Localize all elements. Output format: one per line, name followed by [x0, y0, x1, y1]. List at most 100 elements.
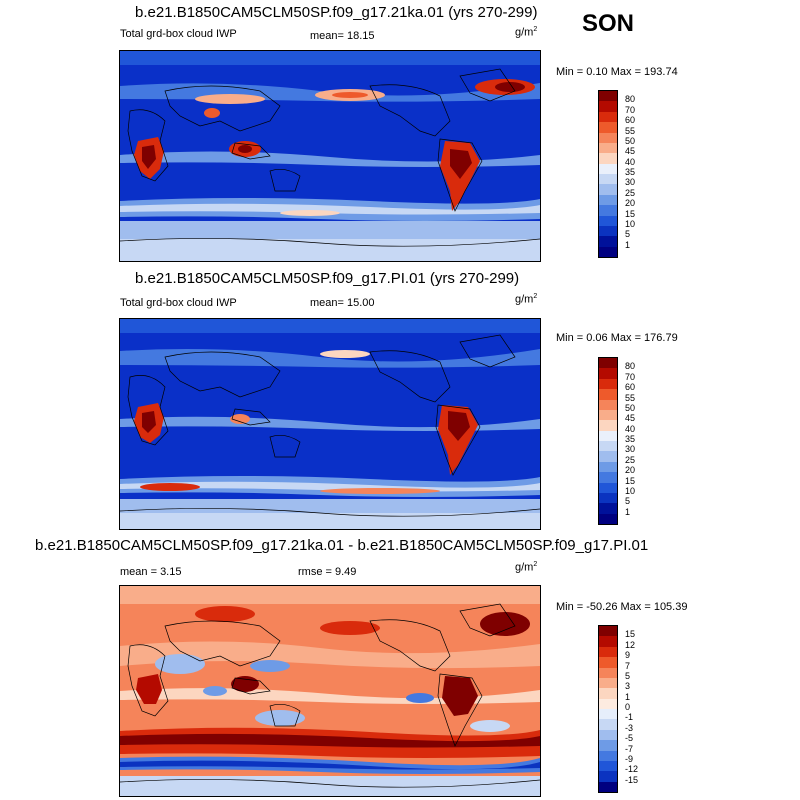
- colorbar-swatch: [599, 709, 617, 720]
- colorbar-tick-label: 40: [625, 423, 636, 434]
- colorbar-swatch: [599, 378, 617, 390]
- colorbar-tick-label: -7: [625, 743, 634, 754]
- panel3-rmse-label: rmse =: [298, 566, 332, 578]
- colorbar-swatch: [599, 132, 617, 143]
- colorbar-tick-label: 80: [625, 361, 636, 372]
- colorbar-tick-label: 1: [625, 506, 631, 517]
- colorbar-tick-label: 30: [625, 177, 636, 188]
- panel1-subtitle: Total grd-box cloud IWP: [120, 28, 237, 40]
- colorbar-tick-label: 20: [625, 198, 636, 209]
- colorbar-swatch: [599, 246, 617, 257]
- panel2-map: [119, 318, 541, 530]
- colorbar-swatch: [599, 667, 617, 678]
- colorbar-swatch: [599, 236, 617, 247]
- colorbar-tick-label: 25: [625, 187, 636, 198]
- panel3-colorbar: [598, 625, 618, 793]
- colorbar-tick-label: -15: [625, 774, 639, 785]
- colorbar-swatch: [599, 101, 617, 112]
- colorbar-tick-label: 70: [625, 104, 636, 115]
- colorbar-swatch: [599, 420, 617, 431]
- colorbar-tick-label: -9: [625, 753, 634, 764]
- panel2-mean: mean= 15.00: [310, 297, 375, 309]
- colorbar-swatch: [599, 646, 617, 658]
- panel3-rmse: rmse = 9.49: [298, 566, 356, 578]
- colorbar-swatch: [599, 399, 617, 410]
- panel2-map-svg: [120, 319, 540, 529]
- colorbar-tick-label: 1: [625, 691, 631, 702]
- panel1-minmax: Min = 0.10 Max = 193.74: [556, 66, 678, 78]
- panel2-colorbar: [598, 357, 618, 525]
- colorbar-tick-label: 45: [625, 413, 636, 424]
- colorbar-swatch: [599, 729, 617, 741]
- colorbar-tick-label: 12: [625, 639, 636, 650]
- panel3-mean-value: 3.15: [160, 566, 182, 578]
- panel2-title: b.e21.B1850CAM5CLM50SP.f09_g17.PI.01 (yr…: [135, 270, 520, 287]
- panel1-map-svg: [120, 51, 540, 261]
- colorbar-swatch: [599, 698, 617, 709]
- colorbar-tick-label: 5: [625, 229, 631, 240]
- colorbar-swatch: [599, 194, 617, 206]
- colorbar-tick-label: 35: [625, 434, 636, 444]
- colorbar-tick-label: 9: [625, 650, 631, 661]
- colorbar-swatch: [599, 636, 617, 647]
- colorbar-swatch: [599, 368, 617, 379]
- panel3-rmse-value: 9.49: [335, 566, 357, 578]
- colorbar-tick-label: 60: [625, 382, 636, 393]
- colorbar-tick-label: 10: [625, 218, 636, 229]
- colorbar-tick-label: 70: [625, 371, 636, 382]
- colorbar-tick-label: 55: [625, 392, 636, 403]
- colorbar-tick-label: 0: [625, 702, 631, 712]
- colorbar-tick-label: 60: [625, 115, 636, 126]
- panel1-title: b.e21.B1850CAM5CLM50SP.f09_g17.21ka.01 (…: [135, 4, 538, 21]
- colorbar-swatch: [599, 111, 617, 123]
- colorbar-swatch: [599, 750, 617, 761]
- colorbar-swatch: [599, 771, 617, 782]
- colorbar-tick-label: 45: [625, 146, 636, 157]
- colorbar-tick-label: 5: [625, 670, 631, 681]
- panel3-map-svg: [120, 586, 540, 796]
- colorbar-tick-label: -5: [625, 733, 634, 744]
- colorbar-swatch: [599, 688, 617, 699]
- colorbar-tick-label: 25: [625, 454, 636, 465]
- colorbar-tick-label: 15: [625, 629, 636, 640]
- colorbar-swatch: [599, 513, 617, 524]
- panel3-units: g/m2: [515, 561, 538, 574]
- colorbar-swatch: [599, 358, 617, 369]
- colorbar-tick-label: 50: [625, 135, 636, 146]
- panel2-units: g/m2: [515, 293, 538, 306]
- colorbar-swatch: [599, 503, 617, 514]
- colorbar-swatch: [599, 461, 617, 473]
- colorbar-swatch: [599, 91, 617, 102]
- season-label: SON: [582, 10, 635, 37]
- colorbar-tick-label: 15: [625, 475, 636, 486]
- panel1-mean-label: mean=: [310, 30, 344, 42]
- colorbar-swatch: [599, 740, 617, 751]
- colorbar-swatch: [599, 184, 617, 195]
- colorbar-tick-label: 55: [625, 125, 636, 136]
- panel1-mean: mean= 18.15: [310, 30, 375, 42]
- panel3-minmax: Min = -50.26 Max = 105.39: [556, 601, 688, 613]
- colorbar-swatch: [599, 205, 617, 216]
- colorbar-tick-label: 20: [625, 465, 636, 476]
- colorbar-tick-label: 10: [625, 485, 636, 496]
- colorbar-tick-label: 5: [625, 496, 631, 507]
- colorbar-swatch: [599, 163, 617, 174]
- colorbar-swatch: [599, 409, 617, 421]
- colorbar-tick-label: 30: [625, 444, 636, 455]
- colorbar-swatch: [599, 215, 617, 226]
- panel2-minmax: Min = 0.06 Max = 176.79: [556, 332, 678, 344]
- colorbar-tick-label: 40: [625, 156, 636, 167]
- colorbar-swatch: [599, 153, 617, 164]
- panel3-mean-label: mean =: [120, 566, 157, 578]
- colorbar-swatch: [599, 677, 617, 689]
- colorbar-swatch: [599, 142, 617, 154]
- colorbar-tick-label: 3: [625, 681, 631, 692]
- colorbar-swatch: [599, 781, 617, 792]
- colorbar-tick-label: 7: [625, 660, 631, 671]
- colorbar-tick-label: 35: [625, 167, 636, 177]
- colorbar-swatch: [599, 760, 617, 772]
- colorbar-tick-label: -1: [625, 712, 634, 723]
- colorbar-swatch: [599, 482, 617, 493]
- colorbar-swatch: [599, 472, 617, 483]
